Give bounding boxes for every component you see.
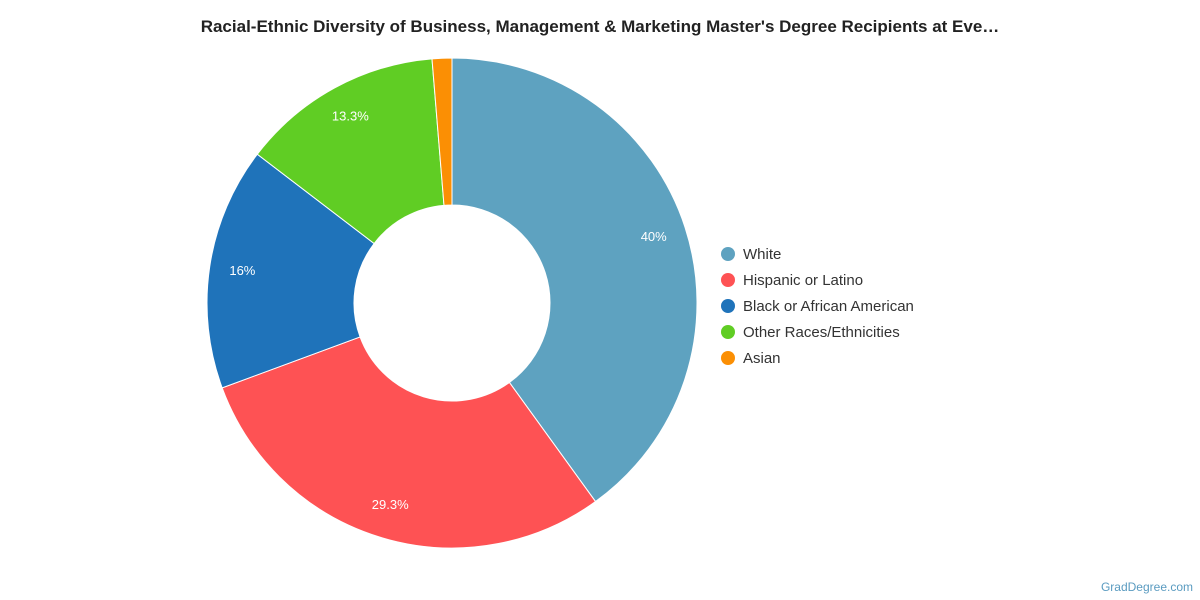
legend-item[interactable]: White bbox=[721, 241, 914, 267]
donut-slices bbox=[206, 57, 698, 549]
legend-label: Black or African American bbox=[743, 297, 914, 315]
donut-slice[interactable] bbox=[451, 57, 698, 503]
slice-data-label: 40% bbox=[641, 229, 667, 244]
slice-labels: 40% 29.3% 16% 13.3% bbox=[229, 108, 667, 512]
legend-label: Asian bbox=[743, 349, 781, 367]
legend-swatch-icon bbox=[721, 273, 735, 287]
slice-data-label: 29.3% bbox=[372, 497, 409, 512]
legend-swatch-icon bbox=[721, 351, 735, 365]
legend-swatch-icon bbox=[721, 299, 735, 313]
legend-item[interactable]: Other Races/Ethnicities bbox=[721, 319, 914, 345]
slice-data-label: 13.3% bbox=[332, 108, 369, 123]
legend-label: Other Races/Ethnicities bbox=[743, 323, 900, 341]
chart-legend: White Hispanic or Latino Black or Africa… bbox=[721, 241, 914, 371]
legend-swatch-icon bbox=[721, 325, 735, 339]
donut-slice[interactable] bbox=[206, 153, 375, 389]
legend-swatch-icon bbox=[721, 247, 735, 261]
legend-label: Hispanic or Latino bbox=[743, 271, 864, 289]
legend-item[interactable]: Asian bbox=[721, 345, 914, 371]
legend-item[interactable]: Black or African American bbox=[721, 293, 914, 319]
donut-slice[interactable] bbox=[256, 58, 445, 245]
chart-title: Racial-Ethnic Diversity of Business, Man… bbox=[200, 17, 1000, 36]
legend-label: White bbox=[743, 245, 782, 263]
donut-slice[interactable] bbox=[221, 336, 597, 549]
slice-data-label: 16% bbox=[229, 263, 255, 278]
donut-slice[interactable] bbox=[431, 57, 453, 206]
watermark: GradDegree.com bbox=[1100, 580, 1193, 594]
legend-item[interactable]: Hispanic or Latino bbox=[721, 267, 914, 293]
